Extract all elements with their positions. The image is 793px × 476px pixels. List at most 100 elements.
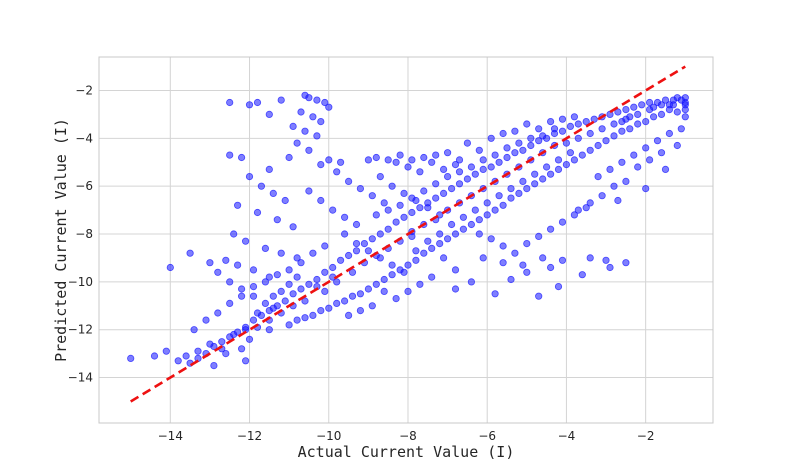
data-point	[269, 292, 277, 300]
data-point	[515, 139, 523, 147]
data-point	[677, 125, 685, 133]
data-point	[539, 132, 547, 140]
data-point	[293, 139, 301, 147]
data-point	[356, 306, 364, 315]
data-point	[210, 361, 218, 370]
data-point	[503, 144, 511, 152]
data-point	[507, 185, 515, 193]
data-point	[234, 261, 242, 269]
data-point	[238, 153, 246, 162]
data-point	[634, 163, 642, 171]
data-point	[432, 180, 440, 188]
data-point	[309, 113, 317, 121]
data-point	[439, 189, 448, 197]
data-point	[309, 249, 317, 257]
data-point	[416, 280, 424, 288]
data-point	[364, 247, 372, 255]
x-tick-label: −10	[316, 429, 341, 443]
data-point	[499, 201, 507, 209]
data-point	[614, 108, 622, 116]
data-point	[392, 218, 400, 226]
data-point	[190, 326, 198, 334]
data-point	[321, 98, 329, 107]
data-point	[162, 347, 170, 355]
data-point	[249, 266, 258, 274]
data-point	[380, 275, 388, 284]
data-point	[329, 206, 337, 214]
data-point	[487, 134, 495, 142]
data-point	[344, 311, 353, 319]
data-point	[622, 259, 630, 267]
data-point	[447, 185, 456, 193]
data-point	[309, 311, 317, 319]
data-point	[412, 247, 420, 255]
data-point	[606, 263, 614, 272]
data-point	[661, 96, 670, 104]
data-point	[618, 118, 626, 126]
data-point	[321, 242, 329, 250]
data-point	[598, 192, 606, 200]
data-point	[269, 304, 277, 312]
data-point	[253, 98, 262, 107]
data-point	[226, 98, 234, 107]
data-point	[340, 213, 349, 221]
data-point	[214, 268, 222, 276]
data-point	[519, 146, 527, 154]
data-point	[626, 125, 634, 133]
data-point	[523, 268, 531, 276]
data-point	[360, 240, 368, 248]
data-point	[305, 187, 313, 195]
data-point	[317, 161, 325, 169]
data-point	[602, 137, 610, 145]
data-point	[471, 206, 479, 214]
data-point	[400, 189, 408, 197]
data-point	[642, 144, 650, 152]
data-point	[475, 216, 483, 224]
data-point	[226, 151, 234, 159]
data-point	[285, 153, 293, 162]
data-point	[562, 161, 571, 169]
data-point	[424, 204, 432, 212]
data-point	[392, 294, 400, 303]
data-point	[253, 208, 262, 217]
data-point	[665, 101, 674, 109]
data-point	[333, 168, 341, 176]
data-point	[392, 158, 400, 166]
data-point	[443, 149, 452, 157]
data-point	[527, 134, 535, 142]
data-point	[420, 249, 428, 257]
data-point	[455, 180, 464, 188]
data-point	[642, 185, 650, 193]
data-point	[657, 110, 666, 119]
data-point	[226, 299, 234, 307]
data-point	[364, 285, 372, 293]
data-point	[471, 170, 479, 178]
data-point	[455, 168, 464, 176]
data-point	[368, 302, 376, 310]
data-point	[463, 139, 471, 147]
data-point	[531, 170, 539, 178]
data-point	[265, 110, 273, 119]
data-point	[174, 357, 182, 365]
data-point	[238, 345, 246, 353]
x-axis-label: Actual Current Value (I)	[298, 443, 515, 461]
data-point	[511, 149, 519, 157]
data-point	[277, 287, 285, 295]
data-point	[396, 151, 404, 159]
data-point	[511, 127, 519, 135]
data-points	[127, 91, 689, 370]
data-point	[356, 185, 364, 193]
data-point	[313, 96, 321, 104]
data-point	[475, 146, 483, 154]
data-point	[491, 206, 499, 214]
data-point	[657, 149, 666, 157]
data-point	[245, 173, 254, 181]
data-point	[408, 208, 416, 217]
data-point	[333, 299, 341, 307]
data-point	[277, 96, 285, 104]
data-point	[495, 158, 503, 166]
data-point	[242, 357, 250, 365]
data-point	[293, 316, 301, 324]
y-axis-ticks: −14 −12 −10 −8 −6 −4 −2	[68, 83, 93, 384]
